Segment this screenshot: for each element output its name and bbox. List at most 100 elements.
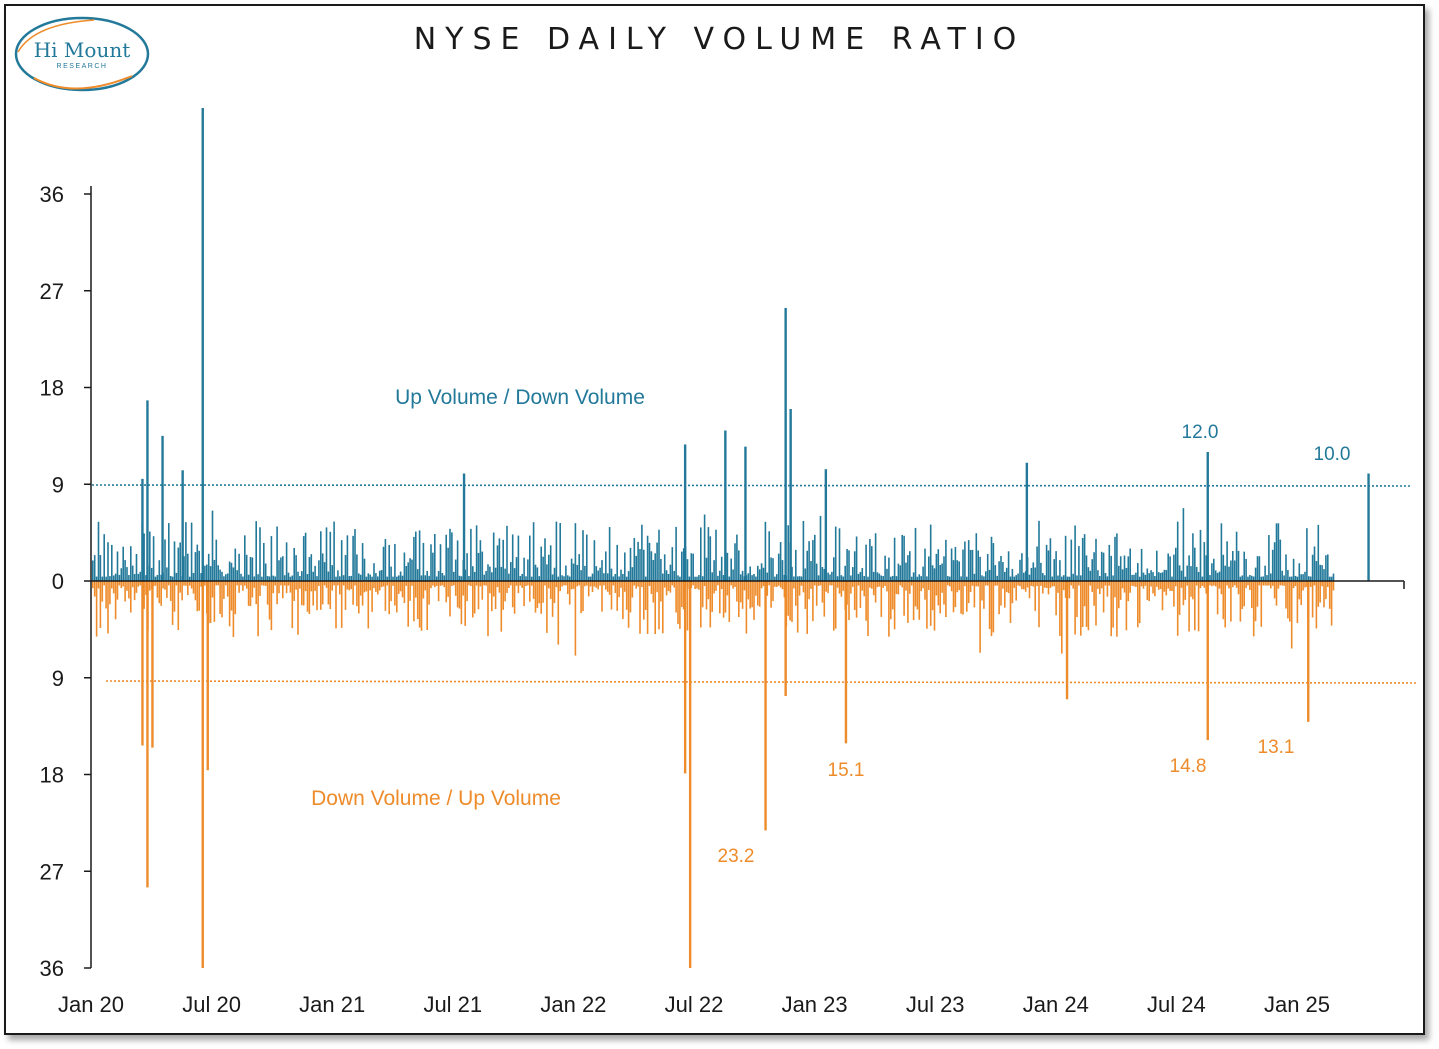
down-bar: [1036, 581, 1038, 587]
up-bar: [827, 572, 829, 581]
up-bar: [1142, 572, 1145, 581]
down-bar: [266, 581, 269, 605]
up-bar: [945, 539, 947, 581]
down-bar: [1194, 581, 1196, 631]
down-bar: [709, 581, 712, 628]
down-bar: [762, 581, 765, 587]
up-bar: [768, 531, 770, 581]
down-bar: [517, 581, 520, 594]
down-bar: [1302, 581, 1304, 591]
down-bar: [390, 581, 392, 602]
down-bar: [549, 581, 552, 599]
down-bar: [905, 581, 907, 591]
up-bar: [1302, 574, 1304, 581]
down-spike-bar: [206, 581, 209, 771]
up-bar: [1321, 565, 1323, 581]
up-bar: [443, 575, 446, 581]
up-bar: [983, 576, 985, 581]
up-bar: [432, 552, 434, 581]
down-bar: [154, 581, 157, 586]
up-bar: [1080, 575, 1082, 581]
down-bar: [120, 581, 123, 589]
down-bar: [1142, 581, 1145, 589]
down-bar: [1311, 581, 1314, 618]
up-bar: [1213, 558, 1215, 581]
down-bar: [1218, 581, 1221, 589]
up-bar: [836, 576, 839, 581]
down-bar: [686, 581, 689, 631]
up-bar: [160, 574, 162, 581]
up-bar: [677, 575, 679, 581]
down-bar: [219, 581, 221, 614]
up-bar: [572, 563, 575, 581]
down-bar: [625, 581, 628, 610]
up-bar: [869, 539, 871, 581]
down-bar: [536, 581, 539, 608]
down-bar: [867, 581, 869, 637]
down-bar: [1146, 581, 1149, 601]
down-bar: [1235, 581, 1238, 588]
up-bar: [669, 564, 672, 581]
up-bar: [371, 576, 373, 581]
down-bar: [891, 581, 894, 610]
up-bar: [893, 537, 896, 581]
logo-subtitle: RESEARCH: [57, 63, 108, 70]
up-bar: [1230, 560, 1232, 581]
down-bar: [388, 581, 390, 615]
up-bar: [624, 552, 626, 581]
up-bar: [882, 576, 884, 581]
up-bar: [1015, 575, 1017, 581]
down-bar: [658, 581, 660, 630]
down-spike-bar: [683, 581, 687, 774]
down-bar: [872, 581, 875, 596]
up-bar: [112, 575, 115, 581]
down-bar: [401, 581, 404, 598]
up-bar: [1005, 567, 1008, 581]
down-spike-bar: [844, 581, 848, 744]
down-bar: [371, 581, 373, 612]
down-bar: [1197, 581, 1200, 632]
down-bar: [126, 581, 128, 591]
down-bar: [821, 581, 824, 603]
up-bar: [502, 539, 504, 581]
up-bar: [1119, 556, 1122, 581]
down-bar: [918, 581, 921, 620]
up-bar: [1157, 572, 1160, 581]
down-bar: [1203, 581, 1206, 588]
up-bar: [610, 568, 613, 581]
up-bar: [1205, 555, 1207, 581]
down-bar: [409, 581, 411, 601]
up-bar: [736, 534, 738, 581]
up-spike-bar: [181, 470, 184, 581]
down-bar: [1226, 581, 1228, 586]
down-bar: [1309, 581, 1312, 587]
down-bar: [546, 581, 548, 633]
up-bar: [487, 564, 489, 581]
up-spike-bar: [784, 307, 787, 581]
up-bar: [593, 540, 596, 581]
down-bar: [806, 581, 808, 634]
down-bar: [470, 581, 472, 587]
down-bar: [637, 581, 639, 587]
down-bar: [1080, 581, 1082, 636]
up-bar: [190, 522, 193, 581]
up-bar: [323, 562, 326, 581]
up-spike-bar: [744, 446, 747, 581]
up-bar: [1100, 551, 1103, 581]
up-bar: [204, 565, 206, 581]
down-bar: [1004, 581, 1006, 608]
down-bar: [701, 581, 704, 608]
up-bar: [407, 562, 409, 581]
down-bar: [570, 581, 573, 590]
down-bar: [973, 581, 976, 608]
up-bar: [388, 544, 390, 581]
up-bar: [1173, 554, 1175, 581]
up-bar: [304, 532, 307, 581]
up-bar: [591, 573, 594, 581]
down-bar: [1144, 581, 1147, 586]
down-bar: [190, 581, 193, 589]
down-bar: [320, 581, 322, 610]
up-bar: [1273, 542, 1276, 581]
up-bar: [1061, 576, 1063, 581]
up-bar: [266, 576, 269, 581]
